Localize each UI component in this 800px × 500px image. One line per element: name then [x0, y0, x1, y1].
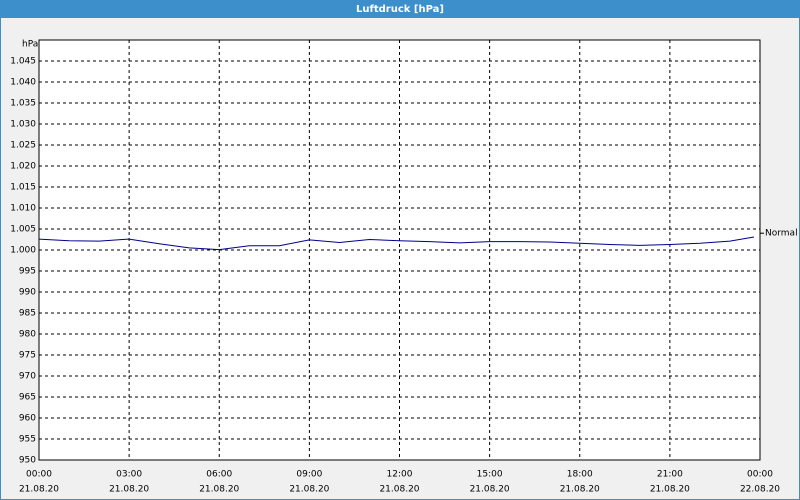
- y-tick-label: 1.040: [10, 78, 36, 88]
- x-tick-date: 21.08.20: [379, 485, 419, 495]
- y-tick-label: 965: [19, 393, 36, 403]
- x-tick-label: 21:00: [657, 470, 683, 480]
- x-tick-label: 06:00: [206, 470, 232, 480]
- x-tick-label: 09:00: [296, 470, 322, 480]
- x-tick-label: 00:00: [747, 470, 773, 480]
- plot-border: [38, 39, 761, 461]
- x-tick-date: 21.08.20: [560, 485, 600, 495]
- x-tick-label: 03:00: [116, 470, 142, 480]
- line-series: [38, 236, 755, 251]
- x-tick-date: 21.08.20: [19, 485, 59, 495]
- y-tick-label: 955: [19, 435, 36, 445]
- y-tick-label: 950: [19, 456, 36, 466]
- x-tick-label: 15:00: [477, 470, 503, 480]
- y-tick-label: 1.005: [10, 225, 36, 235]
- y-tick-label: 1.015: [10, 183, 36, 193]
- x-tick-date: 21.08.20: [289, 485, 329, 495]
- y-tick-label: 1.000: [10, 246, 36, 256]
- y-tick-label: 995: [19, 267, 36, 277]
- y-tick-label: 970: [19, 372, 36, 382]
- y-tick-label: 975: [19, 351, 36, 361]
- x-tick-date: 21.08.20: [650, 485, 690, 495]
- y-tick-label: 1.030: [10, 120, 36, 130]
- chart-title: Luftdruck [hPa]: [356, 4, 444, 15]
- y-tick-label: 980: [19, 330, 36, 340]
- y-unit: hPa: [22, 40, 38, 50]
- x-tick-label: 18:00: [567, 470, 593, 480]
- x-tick-date: 22.08.20: [740, 485, 780, 495]
- x-tick-date: 21.08.20: [470, 485, 510, 495]
- x-tick-date: 21.08.20: [199, 485, 239, 495]
- y-tick-label: 990: [19, 288, 36, 298]
- y-tick-label: 985: [19, 309, 36, 319]
- y-tick-label: 1.025: [10, 141, 36, 151]
- y-tick-label: 1.010: [10, 204, 36, 214]
- y-tick-label: 1.020: [10, 162, 36, 172]
- y-tick-label: 1.045: [10, 57, 36, 67]
- y-tick-label: 1.035: [10, 99, 36, 109]
- x-tick-label: 12:00: [387, 470, 413, 480]
- annotation: Normal: [765, 229, 798, 239]
- title-bar: [0, 0, 800, 18]
- x-tick-date: 21.08.20: [109, 485, 149, 495]
- x-tick-label: 00:00: [26, 470, 52, 480]
- y-tick-label: 960: [19, 414, 36, 424]
